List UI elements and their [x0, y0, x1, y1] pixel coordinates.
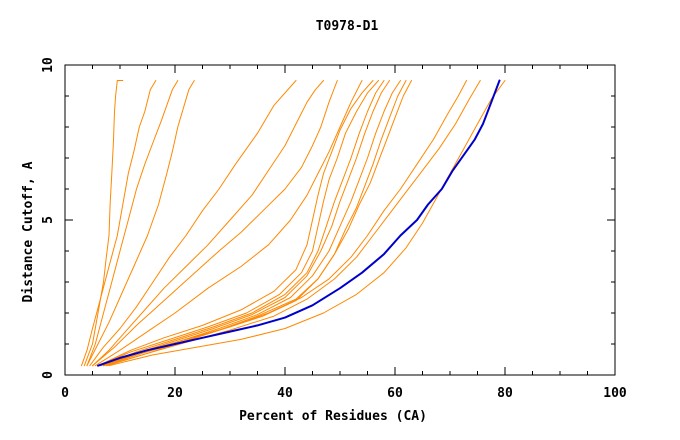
- chart-title: T0978-D1: [316, 19, 379, 34]
- series-line: [100, 80, 390, 367]
- series-line: [97, 80, 379, 367]
- series-line: [108, 80, 506, 367]
- series-line: [94, 80, 363, 367]
- plot-frame: [64, 64, 616, 376]
- series-line: [97, 80, 374, 367]
- series-line: [103, 80, 467, 367]
- series-line: [105, 80, 481, 367]
- y-axis-label: Distance Cutoff, A: [21, 161, 36, 302]
- y-tick-label: 10: [41, 57, 56, 73]
- series-line: [100, 80, 385, 367]
- series-line: [83, 80, 124, 367]
- series-line: [92, 80, 338, 367]
- x-tick-label: 0: [61, 386, 69, 401]
- series-line: [81, 80, 157, 367]
- y-tick-label: 5: [41, 216, 56, 224]
- series-layer: [81, 79, 506, 367]
- series-line: [86, 80, 195, 367]
- series-line: [105, 80, 407, 367]
- x-tick-label: 20: [167, 386, 183, 401]
- x-tick-label: 40: [277, 386, 293, 401]
- y-tick-label: 0: [41, 371, 56, 379]
- x-tick-label: 80: [497, 386, 513, 401]
- x-tick-label: 100: [603, 386, 627, 401]
- series-line: [103, 80, 412, 367]
- series-line: [89, 80, 297, 367]
- x-axis-label: Percent of Residues (CA): [239, 409, 427, 424]
- series-line: [86, 80, 179, 367]
- x-tick-label: 60: [387, 386, 403, 401]
- series-line-highlight: [97, 79, 501, 367]
- series-line: [92, 80, 324, 367]
- series-line: [103, 80, 401, 367]
- tick-layer: 0 20 40 60 80 100 0 5 10: [41, 57, 627, 401]
